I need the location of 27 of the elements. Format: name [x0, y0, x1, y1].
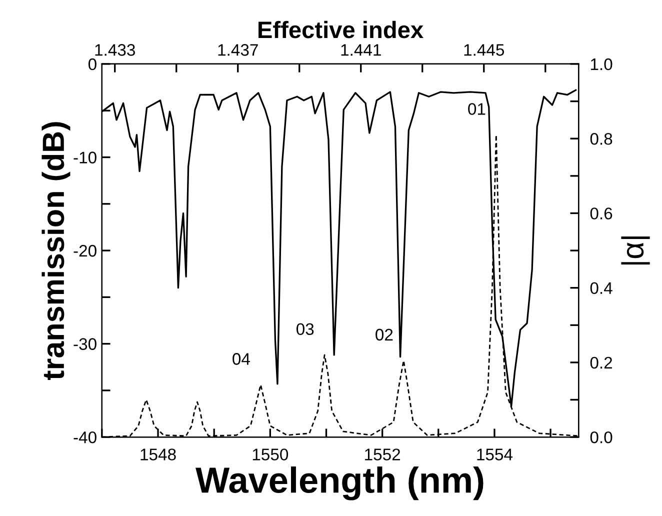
x-tick-label: 1554 — [477, 448, 513, 460]
x2-tick-label: 1.441 — [341, 44, 381, 56]
y-axis-title: transmission (dB) — [42, 122, 70, 380]
annotation: 03 — [296, 323, 314, 336]
x2-axis-title: Effective index — [258, 20, 424, 38]
y2-tick-label: 0.0 — [590, 431, 612, 444]
y2-tick-label: 1.0 — [590, 58, 612, 70]
annotation: 01 — [468, 103, 486, 115]
annotation: 04 — [232, 353, 250, 365]
x2-tick-label: 1.445 — [464, 44, 504, 56]
x-axis-title: Wavelength (nm) — [196, 466, 484, 500]
y2-tick-label: 0.2 — [590, 356, 612, 369]
x-tick-label: 1552 — [365, 448, 400, 460]
x-tick-label: 1548 — [140, 448, 176, 460]
y-tick-label: -40 — [74, 431, 96, 444]
y2-axis-title: |α| — [621, 236, 650, 265]
y2-tick-label: 0.8 — [590, 133, 612, 145]
x2-tick-label: 1.433 — [95, 44, 135, 56]
y-tick-label: -10 — [74, 152, 96, 164]
y-tick-label: 0 — [88, 58, 96, 70]
y2-tick-label: 0.6 — [590, 208, 612, 220]
x2-tick-label: 1.437 — [218, 44, 258, 56]
y-tick-label: -20 — [74, 244, 96, 257]
annotation: 02 — [376, 328, 393, 341]
y2-tick-label: 0.4 — [590, 282, 612, 294]
y-tick-label: -30 — [74, 338, 96, 350]
x-tick-label: 1550 — [252, 448, 288, 460]
